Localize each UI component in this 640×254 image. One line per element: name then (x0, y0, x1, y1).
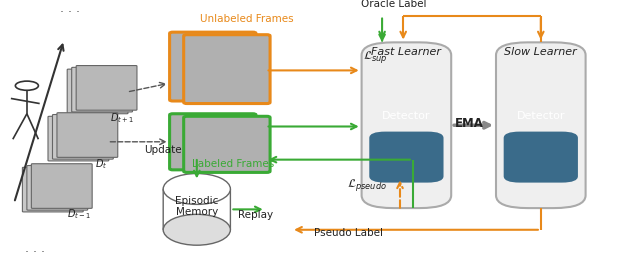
FancyBboxPatch shape (496, 43, 586, 208)
Text: Pseudo Label: Pseudo Label (314, 227, 383, 237)
FancyBboxPatch shape (72, 68, 132, 113)
Text: Episodic
Memory: Episodic Memory (175, 195, 219, 216)
Text: . . .: . . . (60, 3, 81, 15)
FancyBboxPatch shape (52, 115, 113, 160)
FancyBboxPatch shape (504, 132, 578, 183)
Text: Labeled Frames: Labeled Frames (193, 159, 275, 169)
FancyBboxPatch shape (22, 168, 83, 212)
FancyBboxPatch shape (184, 117, 270, 173)
FancyBboxPatch shape (170, 33, 256, 102)
FancyBboxPatch shape (184, 36, 270, 104)
Text: Oracle Label: Oracle Label (361, 0, 426, 9)
FancyBboxPatch shape (369, 132, 444, 183)
FancyBboxPatch shape (67, 70, 128, 114)
Text: Detector: Detector (516, 110, 565, 121)
Text: $\mathcal{L}_{sup}$: $\mathcal{L}_{sup}$ (363, 49, 387, 65)
FancyBboxPatch shape (27, 166, 88, 210)
Ellipse shape (163, 214, 230, 245)
Text: Update: Update (145, 145, 182, 155)
Text: . . .: . . . (25, 241, 45, 254)
Text: $D_{t+1}$: $D_{t+1}$ (110, 111, 134, 125)
Text: $\mathcal{L}_{pseudo}$: $\mathcal{L}_{pseudo}$ (347, 176, 387, 192)
Text: Replay: Replay (239, 210, 273, 220)
FancyBboxPatch shape (57, 113, 118, 158)
FancyBboxPatch shape (362, 43, 451, 208)
Text: Fast Learner: Fast Learner (371, 47, 442, 57)
Text: Slow Learner: Slow Learner (504, 47, 577, 57)
FancyBboxPatch shape (163, 189, 230, 230)
Text: EMA: EMA (454, 117, 484, 130)
FancyBboxPatch shape (170, 114, 256, 170)
Text: Detector: Detector (382, 110, 431, 121)
FancyBboxPatch shape (76, 66, 137, 111)
Text: Unlabeled Frames: Unlabeled Frames (200, 14, 293, 24)
FancyBboxPatch shape (31, 164, 92, 209)
FancyBboxPatch shape (48, 117, 109, 161)
Ellipse shape (163, 174, 230, 205)
Text: $D_{t-1}$: $D_{t-1}$ (67, 207, 92, 220)
Text: $D_t$: $D_t$ (95, 157, 107, 171)
